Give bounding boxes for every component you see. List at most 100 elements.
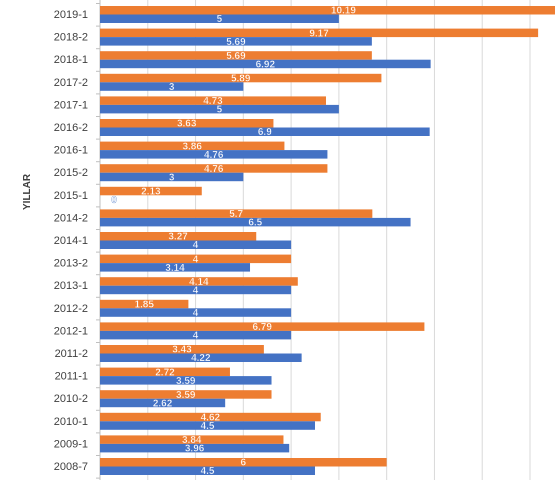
data-label: 4 — [193, 331, 199, 342]
category-label: 2015-2 — [54, 167, 88, 179]
data-label: 3.84 — [182, 435, 202, 446]
data-label: 6 — [241, 458, 247, 469]
category-label: 2013-1 — [54, 280, 88, 292]
data-label: 4.5 — [201, 421, 215, 432]
data-label: 3.43 — [172, 345, 192, 356]
data-label: 0 — [111, 195, 117, 206]
data-label: 6.5 — [248, 218, 262, 229]
data-label: 6.9 — [258, 127, 272, 138]
bar-blue — [100, 127, 430, 136]
bar-blue — [100, 104, 339, 114]
data-label: 3.27 — [168, 232, 188, 243]
bar-orange — [100, 141, 285, 151]
data-label: 5.69 — [226, 37, 246, 48]
data-label: 2.13 — [141, 187, 161, 198]
data-label: 3 — [169, 172, 175, 183]
bar-blue — [100, 59, 431, 69]
data-label: 4 — [193, 308, 199, 319]
data-label: 3 — [169, 82, 175, 93]
category-label: 2015-1 — [54, 190, 88, 202]
category-label: 2012-2 — [54, 303, 88, 315]
data-label: 3.59 — [176, 390, 196, 401]
bar-orange — [100, 119, 274, 128]
category-label: 2016-1 — [54, 145, 88, 157]
data-label: 4.22 — [191, 353, 211, 364]
bar-orange — [100, 96, 326, 105]
bar-orange — [100, 458, 387, 467]
data-label: 4.76 — [204, 164, 224, 175]
data-label: 4.76 — [204, 150, 224, 161]
bar-orange — [100, 254, 292, 264]
category-label: 2018-1 — [54, 54, 88, 66]
data-label: 4.73 — [203, 96, 223, 107]
bar-orange — [100, 51, 372, 60]
data-label: 1.85 — [134, 300, 154, 311]
bar-orange — [100, 209, 373, 218]
category-label: 2014-1 — [54, 235, 88, 247]
bar-blue — [100, 240, 292, 249]
bar-blue — [100, 150, 328, 159]
data-label: 3.59 — [176, 376, 196, 387]
bar-blue — [100, 285, 292, 295]
bar-blue — [100, 398, 226, 408]
bar-blue — [100, 330, 292, 340]
data-label: 3.14 — [165, 263, 185, 274]
category-label: 2018-2 — [54, 32, 88, 44]
bar-orange — [100, 299, 189, 309]
data-label: 4 — [193, 254, 199, 265]
bar-blue — [100, 353, 302, 362]
bar-blue — [100, 172, 244, 182]
bar-orange — [100, 367, 230, 377]
category-label: 2013-2 — [54, 258, 88, 270]
category-label: 2017-1 — [54, 99, 88, 111]
category-label: 2016-2 — [54, 122, 88, 134]
bar-orange — [100, 6, 555, 15]
category-label: 2008-7 — [54, 461, 88, 473]
bar-orange — [100, 435, 284, 444]
bar-orange — [100, 345, 264, 354]
data-label: 4.14 — [189, 277, 209, 288]
bar-orange — [100, 390, 272, 399]
bar-blue — [100, 443, 290, 453]
data-label: 5.7 — [229, 209, 243, 220]
category-label: 2017-2 — [54, 77, 88, 89]
y-axis-title: YILLAR — [22, 173, 33, 210]
data-label: 4 — [193, 285, 199, 296]
category-label: 2010-1 — [54, 416, 88, 428]
category-label: 2014-2 — [54, 212, 88, 224]
category-label: 2010-2 — [54, 393, 88, 405]
data-label: 2.72 — [155, 367, 175, 378]
data-label: 2.62 — [153, 398, 173, 409]
category-label: 2011-1 — [55, 371, 88, 383]
bar-blue — [100, 14, 339, 23]
bar-blue — [100, 263, 251, 272]
data-label: 4.5 — [201, 466, 215, 477]
bar-blue — [100, 308, 292, 317]
bar-blue — [100, 217, 411, 227]
bar-orange — [100, 322, 425, 331]
data-label: 9.17 — [309, 28, 329, 39]
category-label: 2012-1 — [54, 325, 88, 337]
bar-orange — [100, 412, 321, 422]
data-label: 3.63 — [177, 119, 197, 130]
data-label: 6.79 — [252, 322, 272, 333]
data-label: 5 — [217, 105, 223, 116]
data-label: 4.62 — [201, 413, 221, 424]
bar-blue — [100, 37, 372, 46]
bar-blue — [100, 82, 244, 91]
data-label: 5 — [217, 14, 223, 25]
data-label: 6.92 — [256, 59, 276, 70]
bar-orange — [100, 186, 202, 196]
bar-orange — [100, 28, 539, 38]
category-label: 2019-1 — [54, 9, 88, 21]
bar-orange — [100, 73, 382, 83]
data-label: 3.86 — [182, 141, 202, 152]
bar-orange — [100, 164, 328, 173]
data-label: 5.89 — [231, 74, 251, 85]
bar-blue — [100, 421, 315, 430]
bar-orange — [100, 232, 257, 241]
bar-orange — [100, 277, 298, 286]
data-label: 4 — [193, 240, 199, 251]
